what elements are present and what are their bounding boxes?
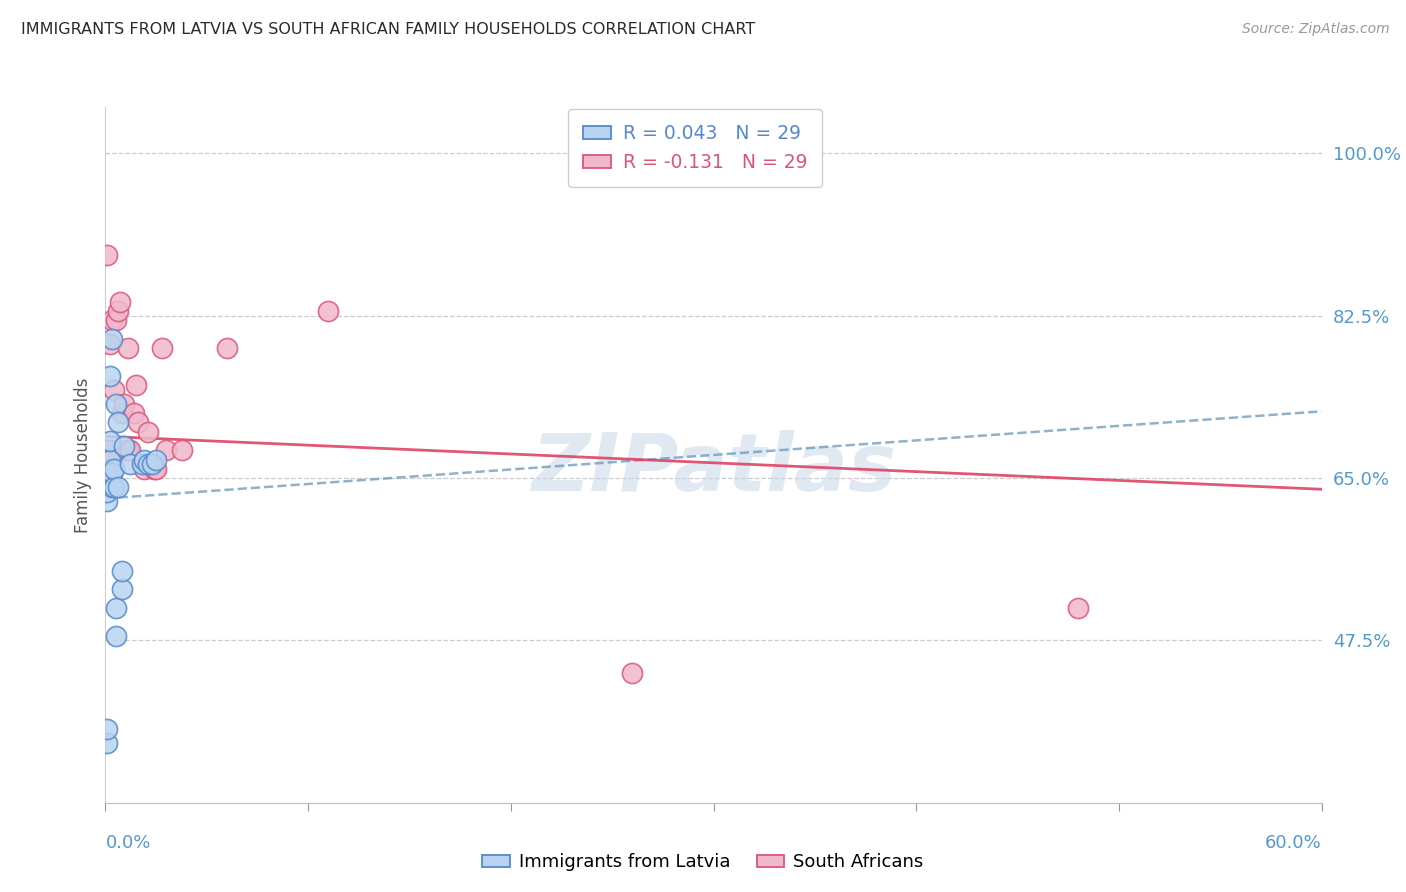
Point (107, 304, 129, 318)
Point (118, 443, 141, 458)
Point (98, 369, 121, 384)
Point (117, 443, 139, 458)
Point (96, 494, 118, 508)
Point (100, 332, 122, 346)
Point (107, 416, 129, 430)
Point (104, 629, 127, 643)
Y-axis label: Family Households: Family Households (73, 377, 91, 533)
Point (145, 452, 167, 467)
Point (127, 416, 149, 430)
Point (96, 735, 118, 749)
Point (103, 480, 125, 494)
Point (98, 462, 121, 476)
Point (143, 462, 166, 476)
Point (112, 439, 135, 453)
Point (100, 480, 122, 494)
Text: Source: ZipAtlas.com: Source: ZipAtlas.com (1241, 22, 1389, 37)
Point (145, 462, 167, 476)
Point (96, 443, 118, 458)
Point (118, 457, 141, 471)
Text: 60.0%: 60.0% (1265, 834, 1322, 852)
Point (104, 313, 127, 327)
Point (172, 443, 194, 458)
Point (96, 467, 118, 481)
Point (318, 304, 340, 318)
Point (621, 665, 644, 680)
Point (96, 248, 118, 262)
Point (98, 452, 121, 467)
Point (131, 457, 153, 471)
Point (111, 564, 134, 578)
Point (96, 722, 118, 736)
Point (107, 480, 129, 494)
Point (136, 457, 159, 471)
Point (132, 462, 155, 476)
Point (1067, 601, 1090, 615)
Point (150, 341, 173, 355)
Point (125, 378, 148, 392)
Text: 0.0%: 0.0% (105, 834, 150, 852)
Text: ZIPatlas: ZIPatlas (531, 430, 896, 508)
Point (98, 336, 121, 351)
Point (217, 341, 239, 355)
Legend: Immigrants from Latvia, South Africans: Immigrants from Latvia, South Africans (475, 847, 931, 879)
Point (100, 467, 122, 481)
Point (103, 383, 125, 397)
Point (108, 294, 131, 309)
Point (103, 462, 125, 476)
Point (98, 475, 121, 490)
Point (100, 452, 122, 467)
Point (141, 457, 163, 471)
Point (98, 443, 121, 458)
Point (117, 341, 139, 355)
Text: IMMIGRANTS FROM LATVIA VS SOUTH AFRICAN FAMILY HOUSEHOLDS CORRELATION CHART: IMMIGRANTS FROM LATVIA VS SOUTH AFRICAN … (21, 22, 755, 37)
Point (100, 313, 122, 327)
Point (132, 452, 155, 467)
Point (96, 485, 118, 500)
Point (155, 443, 177, 458)
Point (112, 397, 135, 411)
Point (111, 406, 134, 420)
Point (122, 406, 145, 420)
Legend: R = 0.043   N = 29, R = -0.131   N = 29: R = 0.043 N = 29, R = -0.131 N = 29 (568, 110, 823, 186)
Point (104, 397, 127, 411)
Point (111, 582, 134, 597)
Point (98, 434, 121, 448)
Point (136, 425, 159, 439)
Point (104, 601, 127, 615)
